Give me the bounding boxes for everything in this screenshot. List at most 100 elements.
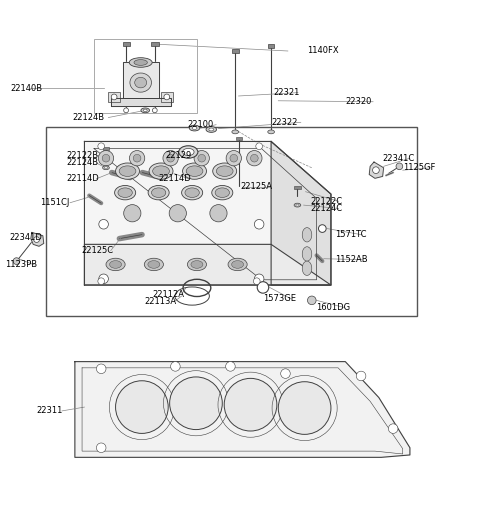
Circle shape <box>224 378 277 431</box>
Circle shape <box>388 424 398 433</box>
Ellipse shape <box>294 203 301 207</box>
Polygon shape <box>84 141 331 285</box>
Ellipse shape <box>191 261 203 268</box>
Text: 22113A: 22113A <box>144 297 177 306</box>
Ellipse shape <box>129 57 152 67</box>
Ellipse shape <box>148 261 160 268</box>
Bar <box>268 44 275 48</box>
Circle shape <box>102 154 110 162</box>
Polygon shape <box>369 162 384 178</box>
Bar <box>232 49 239 53</box>
Circle shape <box>372 167 379 173</box>
Text: 22320: 22320 <box>345 97 372 106</box>
Ellipse shape <box>152 188 166 198</box>
Circle shape <box>356 371 366 381</box>
Circle shape <box>256 143 263 150</box>
Polygon shape <box>123 63 158 99</box>
Circle shape <box>198 154 205 162</box>
Circle shape <box>210 204 227 222</box>
Circle shape <box>396 163 403 170</box>
Ellipse shape <box>130 73 152 92</box>
Ellipse shape <box>103 166 109 170</box>
Text: 1151CJ: 1151CJ <box>40 198 70 207</box>
Polygon shape <box>111 99 170 105</box>
Ellipse shape <box>135 77 147 88</box>
Ellipse shape <box>141 108 150 113</box>
Ellipse shape <box>192 126 197 130</box>
Text: 22341C: 22341C <box>382 154 414 163</box>
Ellipse shape <box>149 163 173 179</box>
Ellipse shape <box>144 258 163 271</box>
Circle shape <box>251 154 258 162</box>
Text: 22125A: 22125A <box>240 182 272 191</box>
Circle shape <box>116 381 168 433</box>
Ellipse shape <box>144 109 147 112</box>
Ellipse shape <box>302 228 312 242</box>
Ellipse shape <box>118 188 132 198</box>
Circle shape <box>247 151 262 166</box>
Ellipse shape <box>296 204 299 206</box>
Circle shape <box>96 443 106 453</box>
Text: 22322: 22322 <box>271 118 298 127</box>
Text: 22124C: 22124C <box>311 204 343 213</box>
Circle shape <box>254 274 264 284</box>
Text: 22311: 22311 <box>36 406 63 415</box>
Text: 1571TC: 1571TC <box>335 230 366 239</box>
Text: 1125GF: 1125GF <box>403 163 435 172</box>
Ellipse shape <box>181 186 203 200</box>
Bar <box>103 147 109 150</box>
Ellipse shape <box>215 188 229 198</box>
Ellipse shape <box>134 60 147 65</box>
Circle shape <box>133 154 141 162</box>
Ellipse shape <box>232 130 239 134</box>
Circle shape <box>167 154 174 162</box>
Polygon shape <box>84 245 331 285</box>
Circle shape <box>169 204 186 222</box>
Text: 22112A: 22112A <box>152 290 184 299</box>
Circle shape <box>96 364 106 374</box>
Circle shape <box>253 278 260 285</box>
Circle shape <box>254 219 264 229</box>
Text: 1601DG: 1601DG <box>317 303 351 312</box>
Text: 22114D: 22114D <box>158 174 192 183</box>
Text: 22124B: 22124B <box>72 113 105 122</box>
Text: 22122B: 22122B <box>67 151 99 160</box>
Text: 22124B: 22124B <box>67 159 99 168</box>
Circle shape <box>194 151 209 166</box>
Circle shape <box>124 204 141 222</box>
Circle shape <box>124 108 129 113</box>
Ellipse shape <box>186 166 203 177</box>
Circle shape <box>98 151 114 166</box>
Ellipse shape <box>106 258 125 271</box>
Ellipse shape <box>153 166 169 177</box>
Ellipse shape <box>182 163 206 179</box>
Ellipse shape <box>212 186 233 200</box>
Polygon shape <box>271 141 331 285</box>
Text: 22122C: 22122C <box>311 197 343 206</box>
Text: 1140FX: 1140FX <box>307 46 338 55</box>
Circle shape <box>257 282 269 293</box>
Text: 22129: 22129 <box>166 151 192 160</box>
Circle shape <box>281 369 290 378</box>
Text: 22100: 22100 <box>187 120 214 129</box>
Ellipse shape <box>109 261 121 268</box>
Bar <box>161 92 173 102</box>
Circle shape <box>230 154 238 162</box>
Bar <box>294 186 301 189</box>
Circle shape <box>98 143 105 150</box>
Ellipse shape <box>232 261 243 268</box>
Ellipse shape <box>206 126 216 132</box>
Ellipse shape <box>185 188 199 198</box>
Bar <box>152 42 158 46</box>
Circle shape <box>163 151 178 166</box>
Circle shape <box>319 225 326 232</box>
Bar <box>108 92 120 102</box>
Circle shape <box>170 362 180 371</box>
Ellipse shape <box>268 130 275 134</box>
Circle shape <box>34 237 39 242</box>
Circle shape <box>226 362 235 371</box>
Ellipse shape <box>148 186 169 200</box>
Ellipse shape <box>104 167 108 169</box>
Ellipse shape <box>209 128 214 131</box>
Circle shape <box>226 151 241 166</box>
